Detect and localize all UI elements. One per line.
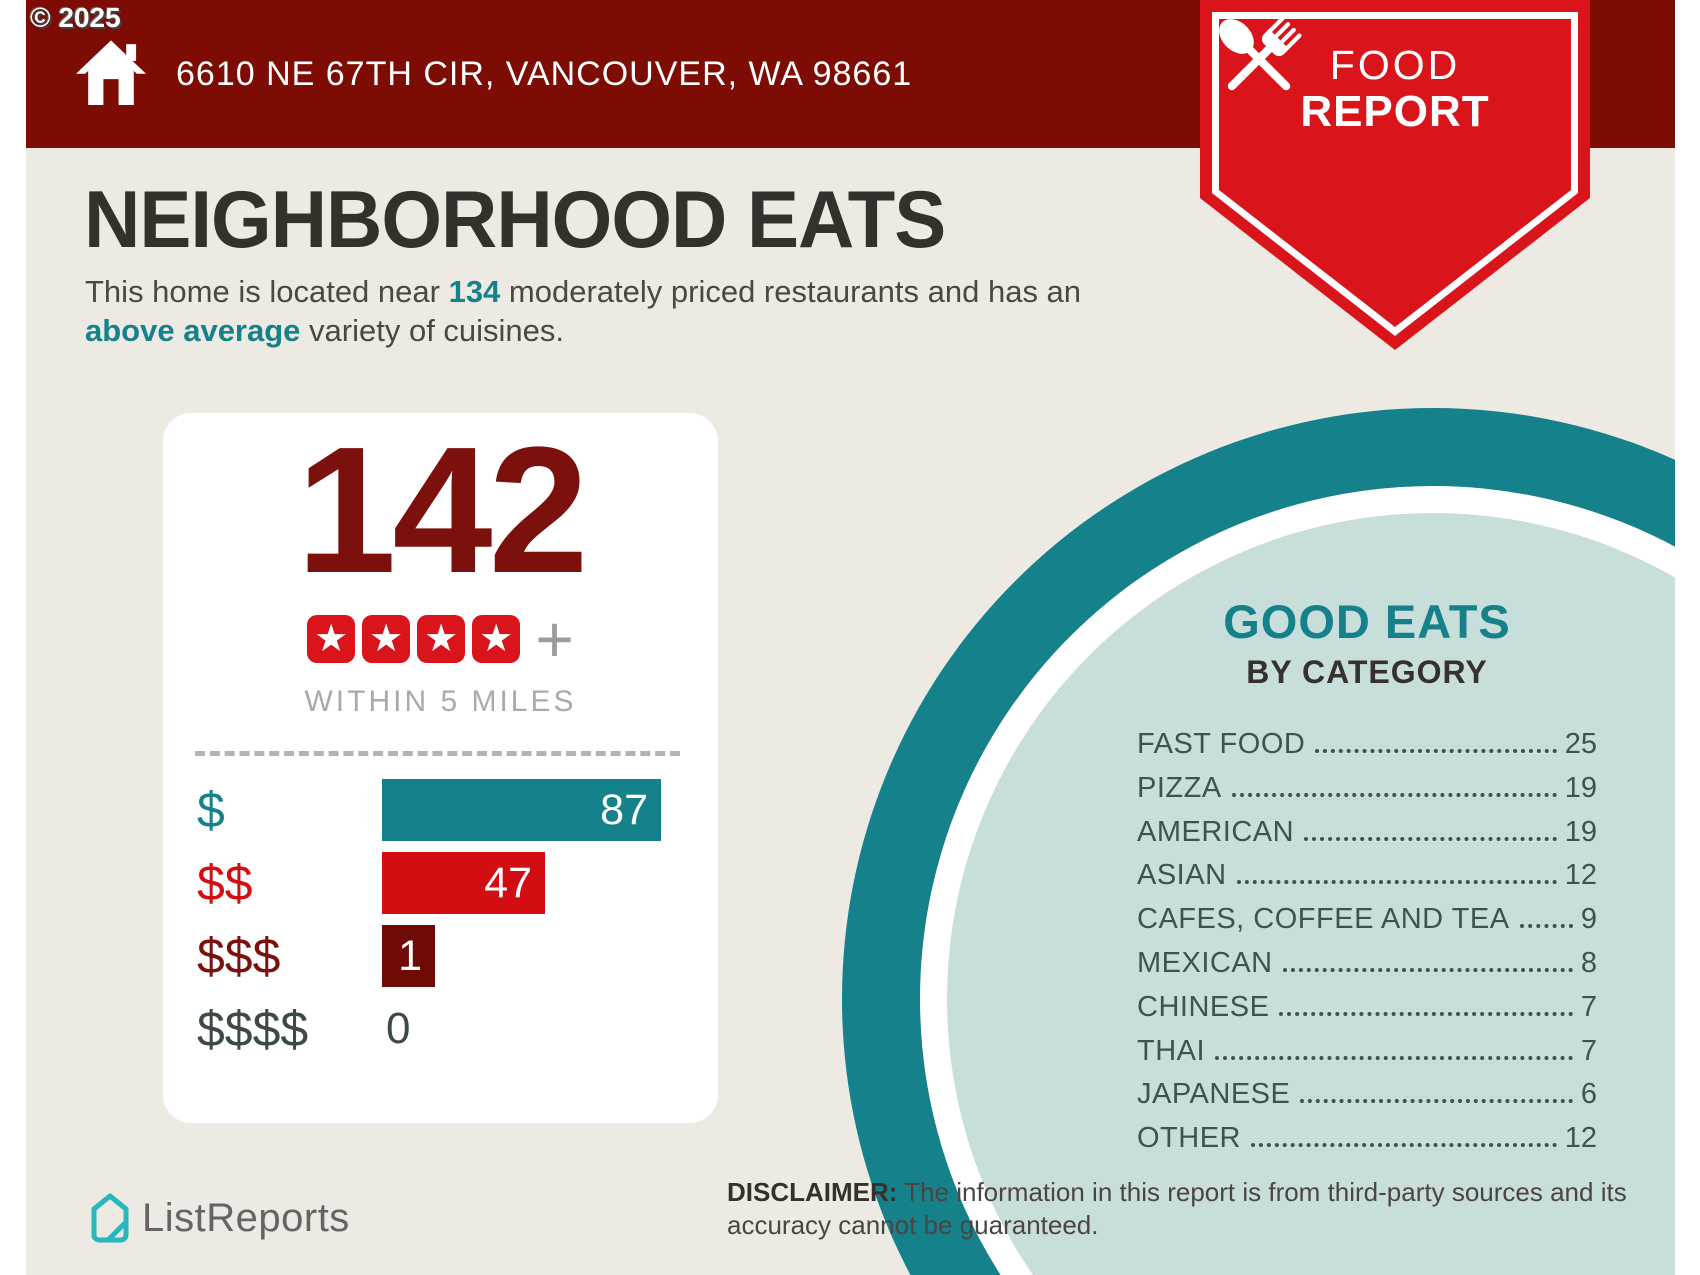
category-row: OTHER 12 xyxy=(1137,1122,1597,1166)
disclaimer: DISCLAIMER: The information in this repo… xyxy=(727,1176,1667,1242)
dotted-leader xyxy=(1300,1099,1573,1104)
badge-title-line2: REPORT xyxy=(1300,87,1490,136)
badge-ribbon-shape xyxy=(1200,0,1590,350)
price-tier-bar-chart: $87 $$ 47 $$$ 1 $$$$ 0 xyxy=(197,779,684,1071)
price-tier-label: $$ xyxy=(197,855,253,911)
category-row: AMERICAN 19 xyxy=(1137,816,1597,860)
property-address: 6610 NE 67TH CIR, VANCOUVER, WA 98661 xyxy=(176,54,913,93)
plus-icon: + xyxy=(535,602,574,676)
good-eats-panel: GOOD EATS BY CATEGORY FAST FOOD 25 PIZZA 19… xyxy=(1137,594,1597,1166)
category-count: 12 xyxy=(1564,859,1597,892)
subtitle-text-3: variety of cuisines. xyxy=(300,313,565,348)
dotted-leader xyxy=(1215,1055,1573,1060)
bar-track: 0 xyxy=(382,998,684,1060)
category-label: FAST FOOD xyxy=(1137,728,1306,760)
category-count: 19 xyxy=(1564,815,1597,848)
category-count: 25 xyxy=(1564,728,1597,760)
badge-title: FOOD REPORT xyxy=(1200,42,1590,136)
badge-title-line1: FOOD xyxy=(1329,42,1461,88)
category-label: MEXICAN xyxy=(1137,946,1273,979)
total-restaurant-count: 142 xyxy=(296,410,588,611)
bar-value: 47 xyxy=(484,858,532,907)
category-row: MEXICAN 8 xyxy=(1137,947,1597,991)
listreports-house-icon xyxy=(91,1193,129,1243)
subtitle-text-2: moderately priced restaurants and has an xyxy=(500,274,1082,309)
category-count: 7 xyxy=(1580,990,1597,1023)
category-row: JAPANESE 6 xyxy=(1137,1078,1597,1122)
dotted-leader xyxy=(1519,924,1573,929)
listreports-logo: ListReports xyxy=(90,1192,350,1244)
star-icon: ★ xyxy=(417,615,466,663)
category-label: PIZZA xyxy=(1137,771,1222,804)
category-count: 7 xyxy=(1580,1034,1597,1067)
dotted-leader xyxy=(1304,836,1557,841)
bar-fill: 47 xyxy=(382,852,545,914)
category-row: CHINESE 7 xyxy=(1137,991,1597,1035)
dashed-divider xyxy=(195,751,680,756)
dotted-leader xyxy=(1279,1011,1573,1016)
category-count: 8 xyxy=(1580,946,1597,979)
spoon-fork-icon xyxy=(1219,16,1302,91)
bar-value: 87 xyxy=(600,785,648,834)
category-count: 6 xyxy=(1580,1078,1597,1111)
bar-fill: 87 xyxy=(382,779,661,841)
bar-value: 1 xyxy=(398,931,422,980)
category-count: 9 xyxy=(1580,903,1597,936)
rating-stars: ★ ★ ★ ★ + xyxy=(163,602,718,676)
category-row: ASIAN 12 xyxy=(1137,859,1597,903)
star-icon: ★ xyxy=(472,615,521,663)
good-eats-title: GOOD EATS xyxy=(1223,595,1511,648)
category-label: JAPANESE xyxy=(1137,1078,1291,1111)
radius-label: WITHIN 5 MILES xyxy=(304,685,577,718)
category-row: CAFES, COFFEE AND TEA 9 xyxy=(1137,903,1597,947)
home-icon xyxy=(76,40,146,105)
report-canvas: 6610 NE 67TH CIR, VANCOUVER, WA 98661 FO… xyxy=(26,0,1675,1275)
good-eats-subtitle: BY CATEGORY xyxy=(1246,654,1488,690)
bar-fill: 1 xyxy=(382,925,435,987)
category-count: 12 xyxy=(1564,1122,1597,1155)
star-icon: ★ xyxy=(307,615,356,663)
category-label: AMERICAN xyxy=(1137,815,1295,848)
restaurant-count-card: 142 ★ ★ ★ ★ + WITHIN 5 MILES $87 $$ 47 $$$ 1 $$$$… xyxy=(163,413,718,1123)
category-label: OTHER xyxy=(1137,1122,1241,1155)
disclaimer-label: DISCLAIMER: xyxy=(727,1177,898,1207)
price-tier-label: $ xyxy=(197,782,225,838)
dotted-leader xyxy=(1315,749,1557,753)
category-label: ASIAN xyxy=(1137,859,1227,892)
price-tier-row: $$ 47 xyxy=(197,852,684,914)
category-row: FAST FOOD 25 xyxy=(1137,728,1597,772)
disclaimer-text: The information in this report is from t… xyxy=(727,1177,1627,1240)
variety-highlight: above average xyxy=(85,313,301,348)
price-tier-row: $$$$ 0 xyxy=(197,998,684,1060)
category-row: THAI 7 xyxy=(1137,1035,1597,1079)
bar-value-zero: 0 xyxy=(386,1004,411,1053)
bar-track: 87 xyxy=(382,779,684,841)
category-label: CAFES, COFFEE AND TEA xyxy=(1137,903,1510,936)
price-tier-label: $$$ xyxy=(197,928,281,984)
copyright-watermark: © 2025 xyxy=(30,2,121,33)
dotted-leader xyxy=(1231,792,1557,797)
page-title: NEIGHBORHOOD EATS xyxy=(84,173,946,265)
price-tier-row: $$$ 1 xyxy=(197,925,684,987)
subtitle-text-1: This home is located near xyxy=(85,274,449,309)
category-list: FAST FOOD 25 PIZZA 19 AMERICAN 19 ASIAN 12 CAFES… xyxy=(1137,728,1597,1166)
restaurant-count-inline: 134 xyxy=(448,274,501,309)
dotted-leader xyxy=(1282,967,1573,972)
category-count: 19 xyxy=(1564,771,1597,804)
dotted-leader xyxy=(1236,880,1557,885)
category-row: PIZZA 19 xyxy=(1137,772,1597,816)
price-tier-row: $87 xyxy=(197,779,684,841)
food-report-badge: FOOD REPORT xyxy=(1200,0,1590,350)
category-label: CHINESE xyxy=(1137,990,1270,1023)
bar-track: 47 xyxy=(382,852,684,914)
page-subtitle: This home is located near 134 moderately… xyxy=(85,272,1095,350)
star-icon: ★ xyxy=(362,615,411,663)
listreports-wordmark: ListReports xyxy=(142,1195,350,1240)
price-tier-label: $$$$ xyxy=(197,1001,309,1057)
category-label: THAI xyxy=(1137,1034,1206,1067)
bar-track: 1 xyxy=(382,925,684,987)
dotted-leader xyxy=(1251,1143,1557,1148)
